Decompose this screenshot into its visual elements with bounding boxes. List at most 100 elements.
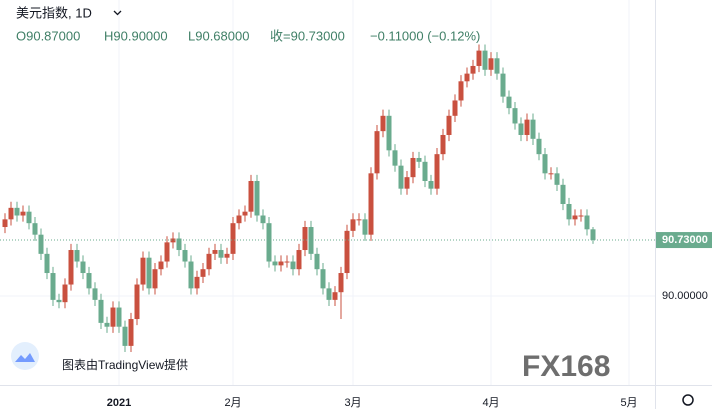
candle-body [224,253,230,258]
tv-logo-bg [11,342,39,370]
candle-body [410,157,416,178]
candle-body [404,177,410,189]
candle-body [392,150,398,166]
candle-body [182,250,188,262]
last-price-label: 90.73000 [662,234,708,246]
high-value: H90.90000 [104,28,168,43]
candle-body [110,307,116,327]
candle-body [344,230,350,274]
candle-body [218,250,224,258]
candle-body [200,269,206,277]
candle-body [122,326,128,346]
settings-icon[interactable] [682,394,694,406]
candle-body [44,253,50,274]
candle-body [92,288,98,300]
symbol-title: 美元指数, 1D [16,5,92,20]
candle-body [566,204,572,220]
candle-body [26,211,32,224]
open-value: O90.87000 [16,28,80,43]
candle-body [362,219,368,235]
candle-body [230,223,236,254]
candle-body [578,215,584,217]
candle-body [560,184,566,205]
candle-body [314,253,320,270]
fx168-logo: FX168 [522,350,610,383]
candle-body [440,134,446,155]
candle-body [590,229,596,241]
candle-body [272,261,278,266]
candle-body [62,284,68,303]
candle-body [98,299,104,323]
candle-body [386,115,392,151]
candle-body [488,58,494,70]
candle-body [86,273,92,289]
candle-body [584,215,590,230]
candle-body [524,119,530,135]
credit-text: 图表由TradingView提供 [62,357,188,372]
candle-body [326,288,332,300]
candle-body [236,215,242,224]
candle-body [38,234,44,254]
candle-body [458,81,464,101]
candle-body [206,253,212,270]
candle-body [170,238,176,243]
x-tick-label: 4月 [482,397,499,409]
candle-body [146,257,152,289]
candle-body [2,219,8,228]
candle-body [398,165,404,189]
candle-body [530,119,536,139]
candle-body [116,307,122,327]
dropdown-caret[interactable] [113,10,122,16]
candle-body [212,250,218,254]
candle-body [356,219,362,221]
y-tick-label: 90.00000 [662,290,708,302]
candle-body [554,173,560,185]
candle-body [8,207,14,220]
x-tick-label: 2月 [224,397,241,409]
candle-body [80,261,86,274]
candle-body [32,223,38,235]
candle-body [476,50,482,66]
candle-body [518,123,524,135]
x-tick-label: 2021 [107,397,131,409]
candle-body [104,322,110,327]
candle-body [278,261,284,266]
candle-body [266,223,272,262]
candle-body [284,261,290,263]
candle-body [134,284,140,320]
candle-body [506,96,512,109]
candle-body [542,154,548,174]
plot-area [0,0,655,385]
candle-body [572,215,578,220]
candle-body [500,73,506,97]
candle-body [320,269,326,289]
candle-body [338,273,344,293]
candle-body [482,50,488,70]
candle-body [446,115,452,135]
last-price-box [656,232,712,249]
candle-body [350,219,356,231]
candle-body [260,215,266,224]
candle-body [50,273,56,300]
candle-body [332,292,338,300]
candle-body [20,211,26,216]
candle-body [368,173,374,235]
candle-body [308,227,314,254]
candle-body [452,100,458,116]
candle-body [434,154,440,189]
candle-body [428,180,434,189]
candle-body [194,276,200,289]
low-value: L90.68000 [188,28,249,43]
candle-body [470,65,476,74]
candle-body [56,299,62,303]
candle-body [164,242,170,262]
close-value: 收=90.73000 [270,28,345,43]
x-tick-label: 3月 [344,397,361,409]
candle-body [152,269,158,289]
candle-body [302,227,308,251]
candle-body [548,173,554,175]
candle-body [380,115,386,132]
candle-body [128,319,134,346]
